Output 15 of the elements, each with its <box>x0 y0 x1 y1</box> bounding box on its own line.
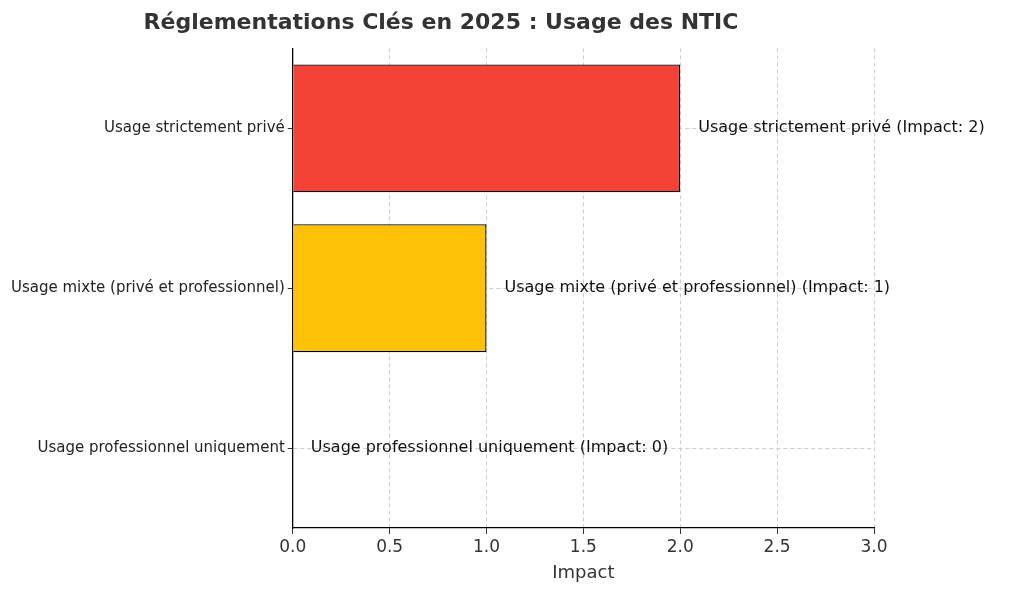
annotation: Usage professionnel uniquement (Impact: 0) <box>310 437 669 457</box>
x-tick-label: 1.0 <box>473 535 501 556</box>
x-axis-title: Impact <box>552 560 615 582</box>
y-tick-label: Usage professionnel uniquement <box>37 437 285 456</box>
x-tick-label: 3.0 <box>860 535 888 556</box>
y-tick-label: Usage strictement privé <box>103 118 285 137</box>
annotation: Usage strictement privé (Impact: 2) <box>698 117 985 137</box>
x-tick-label: 0.5 <box>376 535 404 556</box>
x-tick-label: 2.5 <box>763 535 791 556</box>
x-tick-label: 0.0 <box>279 535 307 556</box>
chart-title: Réglementations Clés en 2025 : Usage des NTIC <box>143 8 739 34</box>
x-tick-label: 1.5 <box>569 535 597 556</box>
x-tick-label: 2.0 <box>666 535 694 556</box>
annotation: Usage mixte (privé et professionnel) (Impact: 1) <box>504 277 891 297</box>
y-tick-label: Usage mixte (privé et professionnel) <box>11 278 285 297</box>
